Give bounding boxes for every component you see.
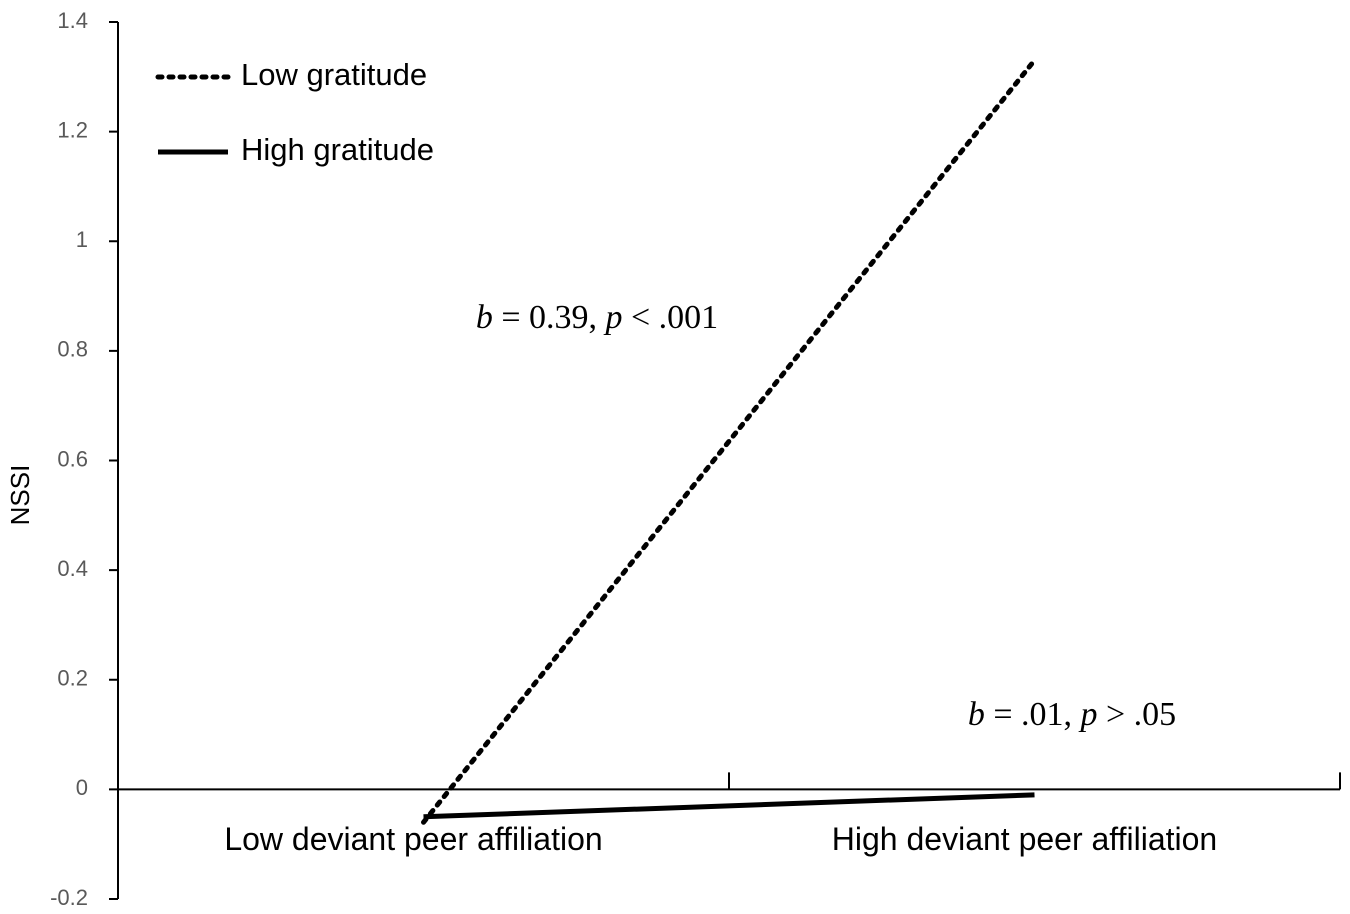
y-tick-label: 1.2 [57, 117, 88, 142]
x-tick-label: High deviant peer affiliation [832, 821, 1217, 857]
y-axis-label: NSSI [5, 465, 35, 526]
annotation: b = .01, p > .05 [968, 696, 1176, 733]
y-tick-label: 0.2 [57, 666, 88, 691]
y-tick-label: 1.4 [57, 8, 88, 33]
y-tick-label: 0.6 [57, 446, 88, 471]
y-tick-label: -0.2 [50, 885, 88, 910]
series-line [423, 792, 1035, 820]
x-tick-label: Low deviant peer affiliation [224, 821, 602, 857]
annotation: b = 0.39, p < .001 [476, 299, 718, 336]
legend-label: Low gratitude [241, 57, 427, 92]
y-tick-label: 0 [76, 775, 88, 800]
legend-label: High gratitude [241, 132, 434, 167]
y-tick-label: 0.4 [57, 556, 88, 581]
y-tick-label: 0.8 [57, 337, 88, 362]
series-line [421, 57, 1037, 825]
y-tick-label: 1 [76, 227, 88, 252]
